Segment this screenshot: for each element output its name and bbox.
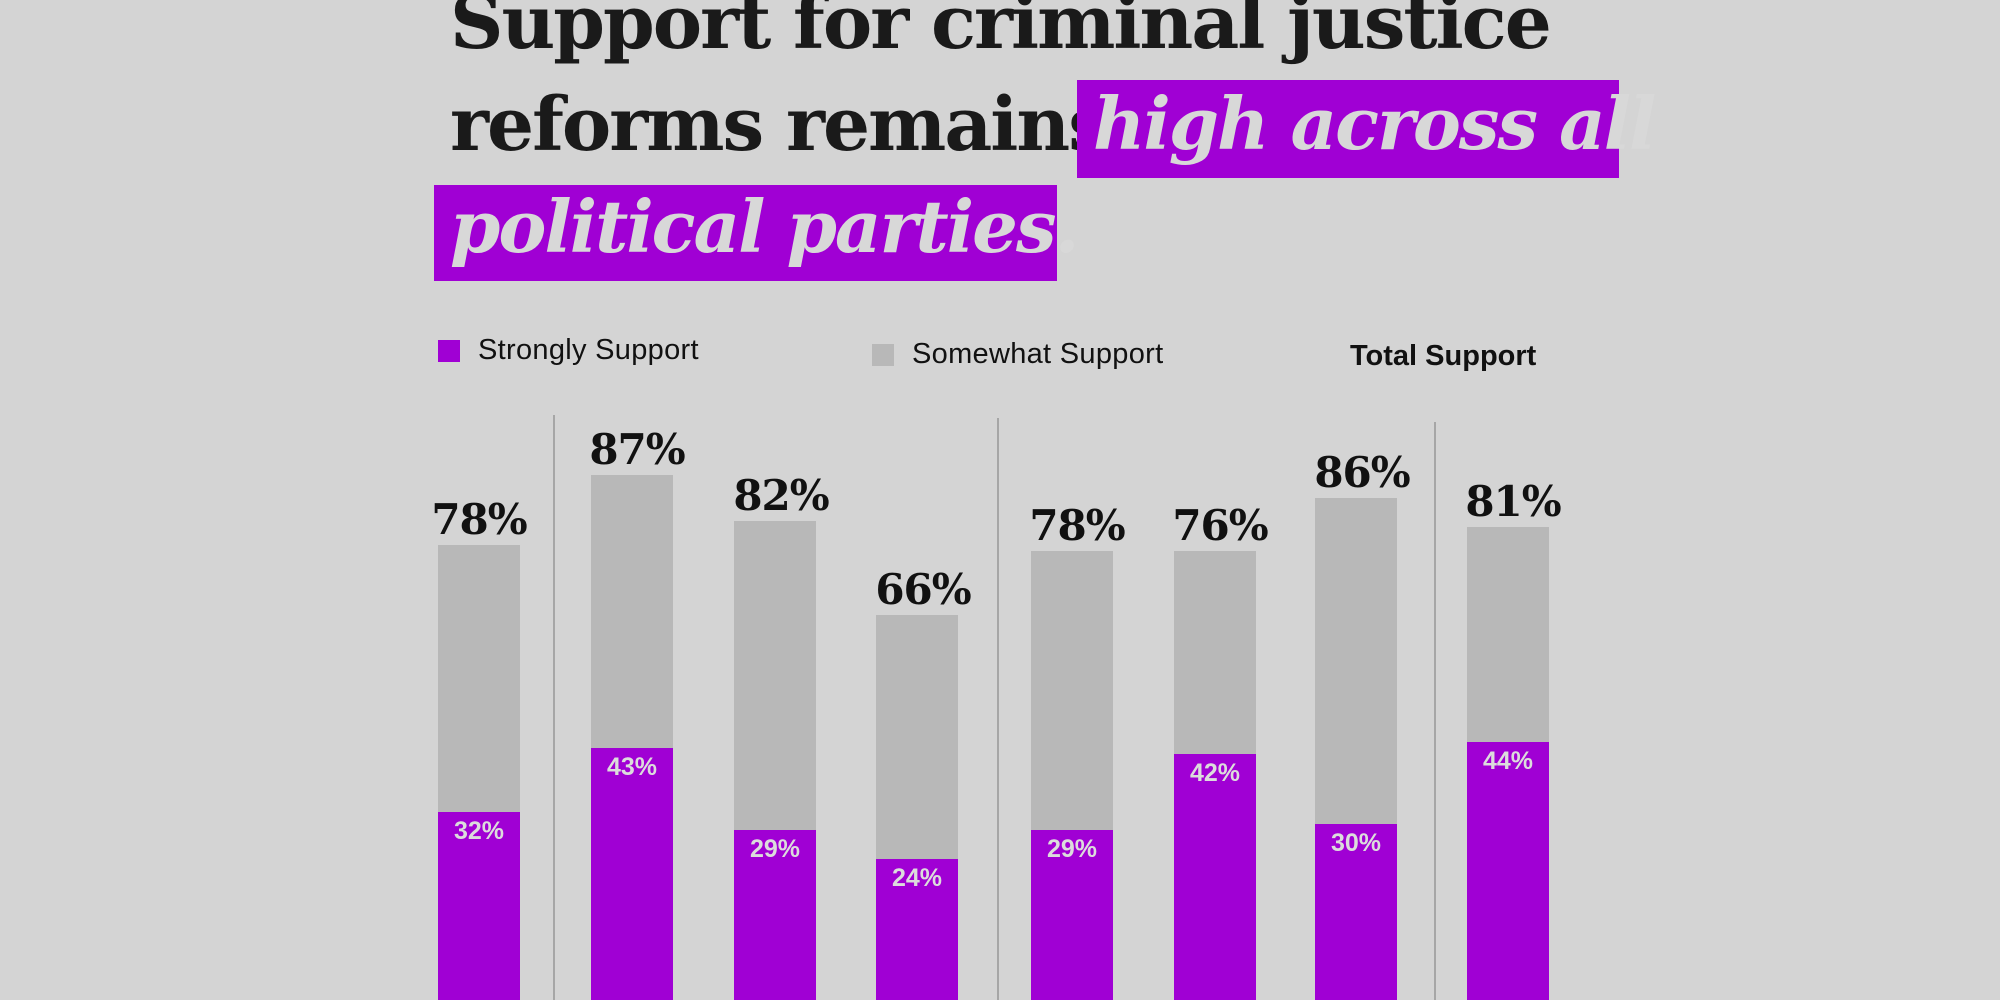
total-value: 78% xyxy=(431,495,527,544)
bar-7: 44% xyxy=(1467,527,1549,1000)
strong-value: 24% xyxy=(891,864,943,892)
bar-2: 29% xyxy=(734,521,816,1000)
total-value: 78% xyxy=(1029,501,1125,550)
strong-segment xyxy=(876,859,958,1000)
bar-0: 32% xyxy=(438,545,520,1000)
legend-somewhat-support: Somewhat Support xyxy=(872,338,1163,371)
title-line-2: reforms remains xyxy=(450,82,1110,168)
title-line-1: Support for criminal justice xyxy=(450,0,1552,66)
strong-segment xyxy=(1174,754,1256,1000)
total-value: 87% xyxy=(589,425,685,474)
strong-value: 29% xyxy=(749,835,801,863)
bar-4: 29% xyxy=(1031,551,1113,1000)
legend-label-somewhat: Somewhat Support xyxy=(912,338,1164,370)
strong-value: 29% xyxy=(1046,835,1098,863)
total-value: 82% xyxy=(733,471,829,520)
strong-segment xyxy=(1031,830,1113,1000)
legend-total-support: Total Support xyxy=(1350,340,1537,372)
strong-value: 32% xyxy=(453,817,505,845)
strong-segment xyxy=(591,748,673,1000)
bar-3: 24% xyxy=(876,615,958,1000)
total-value: 76% xyxy=(1172,501,1268,550)
strong-segment xyxy=(438,812,520,1000)
strongly-support-swatch xyxy=(438,339,460,362)
bar-6: 30% xyxy=(1315,498,1397,1000)
group-divider xyxy=(997,418,999,1000)
title-highlight-1: high across all xyxy=(1077,80,1656,178)
strong-value: 44% xyxy=(1482,747,1534,775)
total-value: 66% xyxy=(875,565,971,614)
bar-5: 42% xyxy=(1174,551,1256,1000)
somewhat-support-swatch xyxy=(872,343,894,366)
strong-value: 30% xyxy=(1330,829,1382,857)
legend-strongly-support: Strongly Support xyxy=(438,334,699,367)
group-divider xyxy=(553,415,555,1000)
legend-label-strong: Strongly Support xyxy=(478,334,699,366)
strong-value: 42% xyxy=(1189,759,1241,787)
bar-1: 43% xyxy=(591,475,673,1000)
title-highlight-2: political parties. xyxy=(434,185,1080,281)
strong-segment xyxy=(734,830,816,1000)
group-divider xyxy=(1434,422,1436,1000)
strong-value: 43% xyxy=(606,753,658,781)
strong-segment xyxy=(1315,824,1397,1000)
total-value: 81% xyxy=(1465,477,1561,526)
total-value: 86% xyxy=(1314,448,1410,497)
strong-segment xyxy=(1467,742,1549,1000)
